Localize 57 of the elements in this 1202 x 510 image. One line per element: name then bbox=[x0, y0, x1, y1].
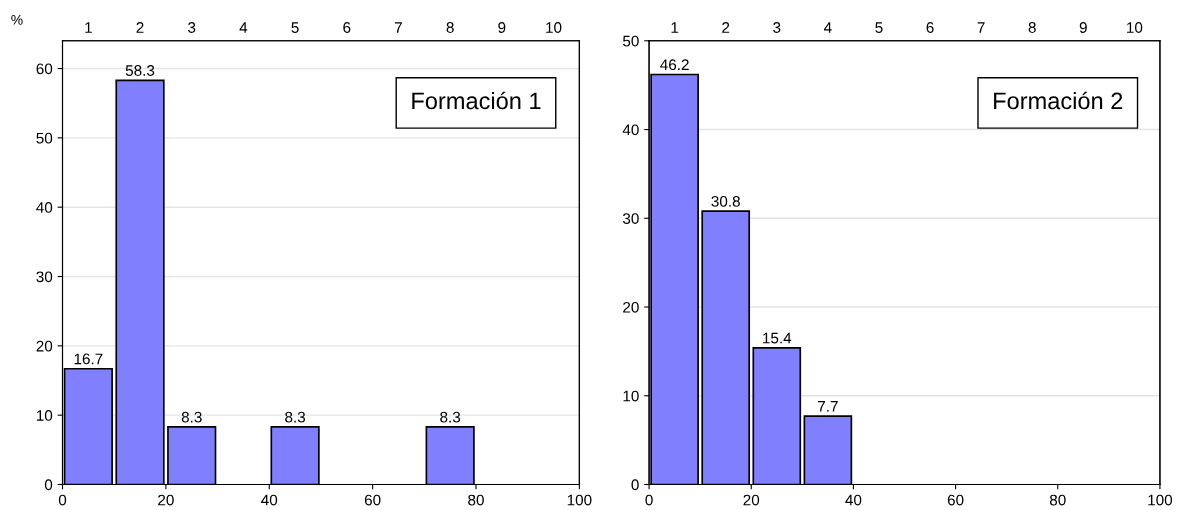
x-tick-label: 100 bbox=[567, 494, 592, 506]
y-tick-label: 60 bbox=[36, 63, 53, 75]
x2-tick-label: 2 bbox=[722, 22, 730, 33]
x2-tick-label: 7 bbox=[395, 22, 402, 33]
data-label: 8.3 bbox=[285, 411, 306, 423]
x-tick-label: 40 bbox=[261, 494, 278, 506]
x2-tick-label: 4 bbox=[823, 22, 832, 33]
y-axis-title: % bbox=[11, 14, 23, 25]
x2-tick-label: 10 bbox=[546, 22, 562, 33]
data-label: 8.3 bbox=[440, 411, 461, 423]
y-tick-label: 20 bbox=[623, 301, 639, 313]
x2-tick-label: 2 bbox=[136, 22, 144, 33]
data-label: 30.8 bbox=[711, 195, 740, 207]
y-tick-label: 20 bbox=[36, 340, 53, 352]
y-tick-label: 40 bbox=[622, 124, 639, 136]
data-label: 15.4 bbox=[763, 332, 792, 344]
y-tick-label: 50 bbox=[622, 35, 639, 47]
x-tick-label: 0 bbox=[58, 494, 67, 506]
x2-tick-label: 9 bbox=[1079, 22, 1087, 33]
x2-tick-label: 5 bbox=[875, 22, 883, 33]
data-label: 16.7 bbox=[74, 353, 103, 365]
y-tick-label: 40 bbox=[36, 202, 53, 213]
y-tick-label: 10 bbox=[36, 410, 53, 421]
x2-tick-label: 10 bbox=[1127, 22, 1143, 33]
x2-tick-label: 1 bbox=[671, 22, 679, 33]
x2-tick-label: 7 bbox=[977, 22, 985, 33]
x-tick-label: 20 bbox=[158, 494, 174, 506]
data-label: 46.2 bbox=[660, 59, 689, 71]
x2-tick-label: 5 bbox=[291, 22, 299, 33]
x2-tick-label: 6 bbox=[343, 22, 351, 33]
y-tick-label: 10 bbox=[623, 390, 639, 402]
x2-tick-label: 4 bbox=[239, 22, 248, 33]
x-tick-label: 60 bbox=[947, 494, 964, 506]
x2-tick-label: 8 bbox=[1028, 22, 1036, 33]
x-tick-label: 0 bbox=[645, 494, 653, 506]
y-tick-label: 50 bbox=[36, 132, 53, 144]
x2-tick-label: 9 bbox=[498, 22, 506, 33]
y-tick-label: 0 bbox=[631, 479, 639, 491]
y-tick-label: 30 bbox=[622, 213, 639, 224]
data-label: 58.3 bbox=[125, 65, 155, 76]
y-tick-label: 30 bbox=[36, 271, 53, 283]
y-tick-label: 0 bbox=[44, 479, 53, 491]
x-tick-label: 80 bbox=[468, 494, 484, 506]
annotation: Formación 2 bbox=[994, 91, 1123, 110]
x2-tick-label: 3 bbox=[188, 22, 196, 33]
x-tick-label: 60 bbox=[364, 494, 381, 506]
x2-tick-label: 1 bbox=[85, 22, 92, 33]
x-tick-label: 100 bbox=[1148, 494, 1173, 506]
x-tick-label: 20 bbox=[743, 494, 760, 506]
annotation: Formación 1 bbox=[412, 91, 541, 110]
data-label: 7.7 bbox=[818, 401, 838, 412]
x2-tick-label: 8 bbox=[446, 22, 454, 33]
x2-tick-label: 3 bbox=[773, 22, 781, 33]
x2-tick-label: 6 bbox=[926, 22, 934, 33]
x-tick-label: 40 bbox=[845, 494, 862, 506]
x-tick-label: 80 bbox=[1049, 494, 1066, 506]
data-label: 8.3 bbox=[181, 411, 202, 423]
